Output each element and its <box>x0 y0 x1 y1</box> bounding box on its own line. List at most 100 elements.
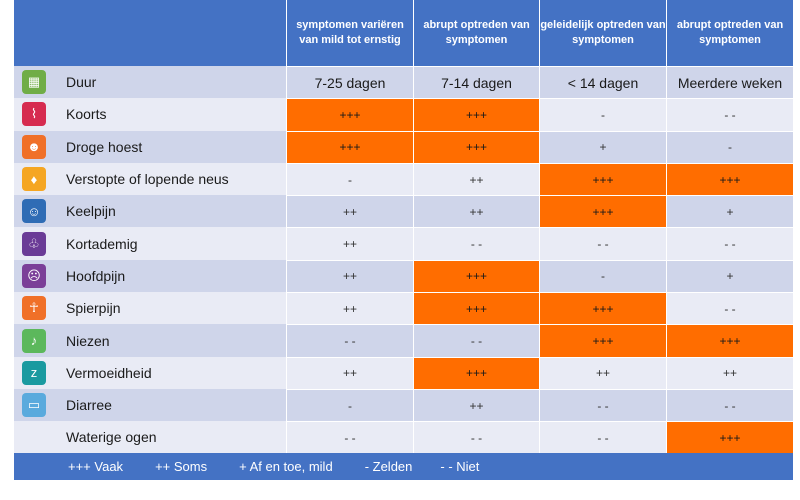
table-row: ☻ Droge hoest +++ +++ + - <box>14 130 793 163</box>
legend-item: - - Niet <box>440 459 480 474</box>
symptom-label-cell: ▦ Duur <box>14 66 286 98</box>
symptom-label-cell: Waterige ogen <box>14 421 286 453</box>
value-cell: +++ <box>413 292 539 325</box>
symptom-label: Niezen <box>66 332 110 349</box>
legend-bar: +++ Vaak ++ Soms + Af en toe, mild - Zelden… <box>14 453 793 480</box>
table-header: symptomen variëren van mild tot ernstig … <box>14 0 793 66</box>
symptom-label-cell: ♪ Niezen <box>14 324 286 356</box>
value-cell: +++ <box>666 324 793 357</box>
value-cell: ++ <box>413 162 539 196</box>
value-cell: - <box>666 130 793 163</box>
header-col-2: abrupt optreden van symptomen <box>413 0 539 66</box>
symptom-label-cell: ☺ Keelpijn <box>14 195 286 227</box>
value-cell: 7-14 dagen <box>413 66 539 99</box>
value-cell: +++ <box>413 356 539 389</box>
headache-icon: ☹ <box>22 263 46 288</box>
symptom-label-cell: ☥ Spierpijn <box>14 292 286 324</box>
value-cell: + <box>666 195 793 228</box>
value-cell: - - <box>413 421 539 454</box>
symptom-label: Droge hoest <box>66 138 143 155</box>
header-col-3: geleidelijk optreden van symptomen <box>539 0 666 66</box>
value-cell: +++ <box>413 259 539 293</box>
value-cell: +++ <box>413 98 539 131</box>
symptom-label-cell: ♦ Verstopte of lopende neus <box>14 163 286 195</box>
value-cell: - - <box>539 421 666 454</box>
table-row: ♪ Niezen - -- - +++ +++ <box>14 324 793 357</box>
value-cell: - <box>286 388 413 422</box>
value-cell: +++ <box>539 162 666 196</box>
header-blank <box>14 0 286 66</box>
calendar-icon: ▦ <box>22 70 46 95</box>
value-cell: - - <box>666 388 793 422</box>
legend-item: +++ Vaak <box>68 459 124 474</box>
value-cell: - - <box>666 292 793 325</box>
value-cell: ++ <box>539 356 666 389</box>
throat-icon: ☺ <box>22 199 46 224</box>
symptom-label-cell: ☻ Droge hoest <box>14 131 286 163</box>
droplet-icon: ♦ <box>22 167 46 192</box>
value-cell: - - <box>666 98 793 131</box>
table-row: ☺ Keelpijn ++ ++ +++ + <box>14 195 793 228</box>
symptom-label-cell: ♧ Kortademig <box>14 227 286 259</box>
symptom-label: Waterige ogen <box>66 429 157 446</box>
value-cell: +++ <box>286 130 413 163</box>
symptom-label: Koorts <box>66 106 107 123</box>
value-cell: ++ <box>666 356 793 389</box>
symptom-label: Keelpijn <box>66 203 116 220</box>
nose-icon: ♪ <box>22 328 46 353</box>
thermometer-icon: ⌇ <box>22 102 46 127</box>
value-cell: + <box>539 130 666 163</box>
symptom-label: Vermoeidheid <box>66 364 152 381</box>
value-cell: < 14 dagen <box>539 66 666 99</box>
value-cell: +++ <box>413 130 539 163</box>
value-cell: 7-25 dagen <box>286 66 413 99</box>
value-cell: - - <box>286 421 413 454</box>
value-cell: - - <box>666 227 793 260</box>
symptom-label: Hoofdpijn <box>66 267 126 284</box>
table-row: ☹ Hoofdpijn ++ +++ - + <box>14 259 793 293</box>
value-cell: ++ <box>286 259 413 293</box>
value-cell: ++ <box>286 227 413 260</box>
value-cell: - - <box>413 324 539 357</box>
symptom-label: Kortademig <box>66 235 138 252</box>
value-cell: +++ <box>666 421 793 454</box>
table-row: ⌇ Koorts +++ +++ - - - <box>14 98 793 131</box>
toilet-icon: ▭ <box>22 393 46 418</box>
symptom-label-cell: ▭ Diarree <box>14 389 286 421</box>
table-row: ▭ Diarree - ++ - -- - <box>14 388 793 422</box>
value-cell: ++ <box>413 195 539 228</box>
value-cell: Meerdere weken <box>666 66 793 99</box>
value-cell: +++ <box>539 292 666 325</box>
table-row: ♧ Kortademig ++ - -- -- - <box>14 227 793 260</box>
symptom-table: ▦ Duur 7-25 dagen 7-14 dagen < 14 dagen Meerd… <box>14 66 793 454</box>
value-cell: ++ <box>286 356 413 389</box>
header-col-4: abrupt optreden van symptomen <box>666 0 793 66</box>
symptom-label: Diarree <box>66 397 112 414</box>
value-cell: +++ <box>286 98 413 131</box>
value-cell: - <box>286 162 413 196</box>
value-cell: +++ <box>539 324 666 357</box>
value-cell: - - <box>539 227 666 260</box>
symptom-label: Duur <box>66 74 97 91</box>
value-cell: ++ <box>286 292 413 325</box>
value-cell: - - <box>539 388 666 422</box>
empty-icon-slot <box>22 425 46 449</box>
table-row: ▦ Duur 7-25 dagen 7-14 dagen < 14 dagen Meerd… <box>14 66 793 99</box>
table-row: z Vermoeidheid ++ +++ ++ ++ <box>14 356 793 389</box>
value-cell: + <box>666 259 793 293</box>
legend-item: ++ Soms <box>155 459 208 474</box>
value-cell: - - <box>286 324 413 357</box>
value-cell: +++ <box>539 195 666 228</box>
symptom-label: Spierpijn <box>66 300 121 317</box>
value-cell: +++ <box>666 162 793 196</box>
table-row: ☥ Spierpijn ++ +++ +++ - - <box>14 292 793 325</box>
legend-item: + Af en toe, mild <box>239 459 333 474</box>
value-cell: ++ <box>413 388 539 422</box>
symptom-label-cell: z Vermoeidheid <box>14 357 286 389</box>
value-cell: ++ <box>286 195 413 228</box>
value-cell: - - <box>413 227 539 260</box>
table-row: ♦ Verstopte of lopende neus - ++ +++ +++ <box>14 162 793 196</box>
lungs-icon: ♧ <box>22 231 46 256</box>
sleep-icon: z <box>22 360 46 385</box>
legend-item: - Zelden <box>364 459 413 474</box>
